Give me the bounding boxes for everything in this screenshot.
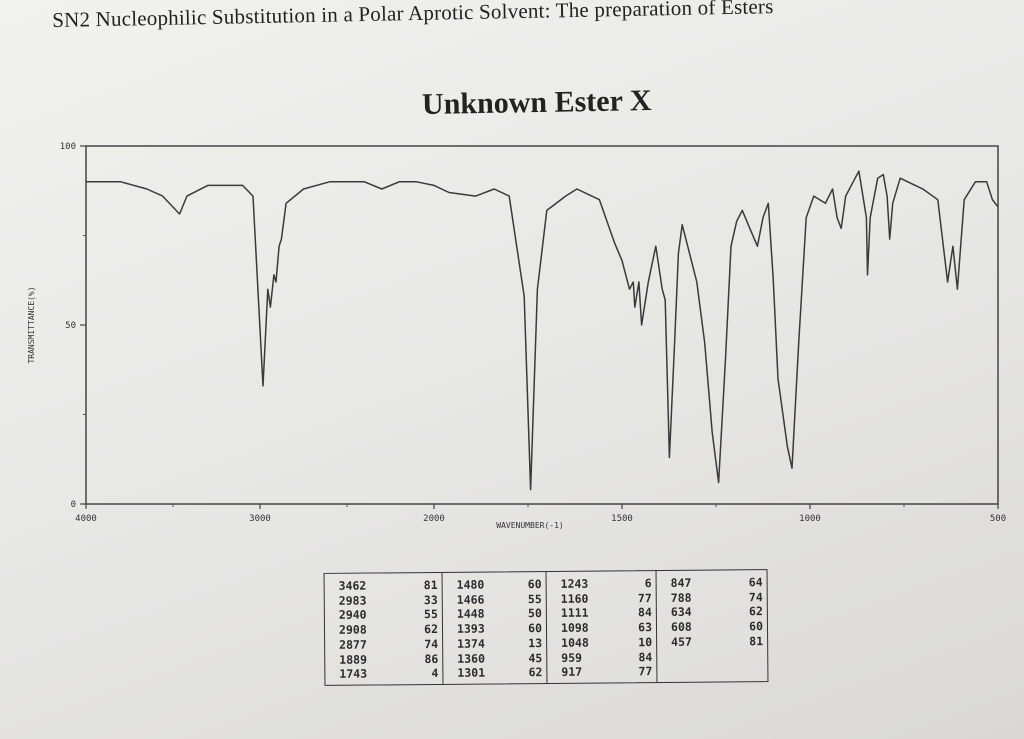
- peak-transmittance: 62: [424, 622, 439, 637]
- x-axis-label: WAVENUMBER(-1): [496, 521, 563, 530]
- peak-table-row: 788 74: [671, 590, 763, 606]
- peak-table-row: 2940 55: [339, 607, 438, 623]
- peak-wavenumber: 917: [561, 664, 583, 680]
- peak-wavenumber: 1480: [456, 577, 485, 592]
- peak-wavenumber: 847: [670, 575, 692, 590]
- x-axis: 4000 3000 2000 1500 1000 500: [75, 504, 1006, 524]
- peak-transmittance: 45: [528, 650, 543, 665]
- peak-table-row: 457 81: [671, 634, 763, 650]
- y-tick-label: 100: [60, 142, 76, 152]
- series-line: [86, 170, 999, 491]
- peak-table-row: 608 60: [671, 619, 763, 635]
- peak-wavenumber: 959: [561, 650, 583, 665]
- peak-wavenumber: 1448: [456, 606, 485, 622]
- peak-table-row: 1448 50: [457, 606, 542, 621]
- peak-table-row: 1111 84: [561, 605, 652, 620]
- peak-wavenumber: 1301: [457, 665, 486, 680]
- peak-wavenumber: 457: [671, 634, 692, 649]
- peak-wavenumber: 1466: [456, 592, 485, 607]
- peak-table-row: 3462 81: [339, 578, 438, 594]
- peak-transmittance: 63: [638, 620, 653, 635]
- peak-table: 3462 81 2983 33 2940 55 2908 62 2877 74 1889 86 1743…: [323, 569, 769, 686]
- peak-table-row: 634 62: [671, 605, 763, 621]
- peak-table-row: 1243 6: [561, 576, 652, 591]
- peak-table-row: 917 77: [561, 664, 652, 679]
- y-axis: 100 50 0: [60, 142, 86, 510]
- plot-area: [85, 145, 999, 505]
- peak-wavenumber: 608: [670, 619, 692, 635]
- peak-table-row: 1743 4: [339, 666, 438, 682]
- peak-table-row: 1360 45: [457, 651, 542, 666]
- peak-transmittance: 84: [638, 649, 653, 664]
- peak-transmittance: 81: [423, 577, 438, 593]
- peak-table-row: 1301 62: [457, 665, 542, 680]
- peak-transmittance: 62: [528, 665, 543, 680]
- peak-table-column: 3462 81 2983 33 2940 55 2908 62 2877 74 1889 86 1743…: [324, 572, 444, 685]
- peak-transmittance: 77: [637, 590, 652, 605]
- peak-transmittance: 74: [424, 636, 439, 651]
- peak-wavenumber: 1048: [561, 635, 589, 650]
- peak-transmittance: 60: [528, 621, 543, 636]
- peak-transmittance: 86: [424, 651, 439, 666]
- peak-wavenumber: 1374: [457, 636, 485, 651]
- peak-transmittance: 55: [527, 591, 542, 606]
- peak-transmittance: 74: [748, 589, 763, 604]
- peak-wavenumber: 1360: [457, 651, 486, 666]
- peak-table-row: 959 84: [561, 650, 652, 665]
- peak-table-row: 1480 60: [457, 577, 542, 592]
- peak-wavenumber: 1111: [560, 606, 589, 621]
- x-tick-label: 1000: [799, 514, 821, 524]
- peak-table-column: 1243 6 1160 77 1111 84 1098 63 1048 10 959 84 917 77: [546, 571, 658, 683]
- peak-table-row: 1374 13: [457, 636, 542, 651]
- peak-wavenumber: 2940: [338, 607, 367, 623]
- peak-table-row: 1048 10: [561, 635, 652, 650]
- peak-wavenumber: 2908: [338, 622, 367, 637]
- peak-wavenumber: 1393: [456, 621, 485, 636]
- peak-transmittance: 50: [527, 606, 542, 621]
- peak-transmittance: 64: [748, 575, 763, 590]
- peak-transmittance: 84: [637, 605, 652, 620]
- peak-table-row: 847 64: [671, 575, 763, 591]
- peak-transmittance: 4: [431, 666, 439, 681]
- x-tick-label: 4000: [75, 514, 97, 524]
- peak-transmittance: 60: [527, 577, 542, 592]
- peak-transmittance: 62: [748, 604, 763, 619]
- x-tick-label: 1500: [611, 514, 633, 524]
- peak-table-row: 1466 55: [457, 592, 542, 607]
- peak-wavenumber: 634: [670, 605, 692, 620]
- peak-table-row: 1393 60: [457, 621, 542, 636]
- peak-wavenumber: 788: [670, 590, 692, 605]
- peak-wavenumber: 1160: [560, 591, 589, 606]
- peak-transmittance: 81: [749, 633, 764, 649]
- peak-table-column: 847 64 788 74 634 62 608 60 457 81: [657, 570, 768, 682]
- x-tick-label: 3000: [249, 514, 271, 524]
- peak-transmittance: 77: [638, 664, 653, 679]
- peak-table-row: 2908 62: [339, 622, 438, 638]
- peak-wavenumber: 1098: [560, 620, 589, 635]
- peak-transmittance: 60: [749, 619, 764, 634]
- peak-wavenumber: 1743: [339, 666, 368, 682]
- peak-transmittance: 55: [423, 607, 438, 622]
- peak-table-row: 1889 86: [339, 651, 438, 667]
- peak-wavenumber: 2877: [339, 637, 367, 652]
- x-tick-label: 500: [990, 514, 1006, 524]
- peak-transmittance: 13: [528, 635, 543, 650]
- peak-transmittance: 6: [644, 576, 652, 591]
- x-tick-label: 2000: [423, 514, 445, 524]
- peak-wavenumber: 1889: [339, 652, 368, 667]
- peak-wavenumber: 2983: [338, 593, 367, 608]
- peak-transmittance: 33: [423, 592, 438, 607]
- peak-table-column: 1480 60 1466 55 1448 50 1393 60 1374 13 1360 45 1301…: [442, 571, 548, 684]
- y-tick-label: 0: [71, 500, 76, 510]
- y-axis-label: TRANSMITTANCE(%): [27, 286, 36, 363]
- peak-table-row: 2983 33: [339, 593, 438, 609]
- peak-table-row: 1160 77: [561, 591, 652, 606]
- peak-wavenumber: 1243: [560, 576, 589, 591]
- peak-table-row: 1098 63: [561, 620, 652, 635]
- peak-wavenumber: 3462: [338, 578, 367, 593]
- y-tick-label: 50: [65, 321, 76, 331]
- peak-transmittance: 10: [638, 634, 653, 650]
- peak-table-row: 2877 74: [339, 637, 438, 653]
